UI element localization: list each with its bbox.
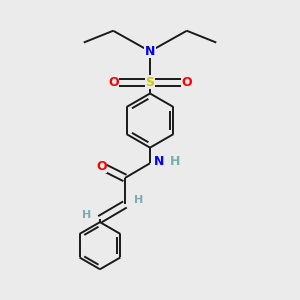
Text: O: O	[108, 76, 119, 89]
Text: H: H	[170, 155, 180, 168]
Text: H: H	[134, 195, 143, 205]
Text: H: H	[82, 210, 91, 220]
Text: O: O	[182, 76, 192, 89]
Text: S: S	[146, 76, 154, 89]
Text: O: O	[96, 160, 107, 173]
Text: N: N	[154, 155, 164, 168]
Text: N: N	[145, 45, 155, 58]
